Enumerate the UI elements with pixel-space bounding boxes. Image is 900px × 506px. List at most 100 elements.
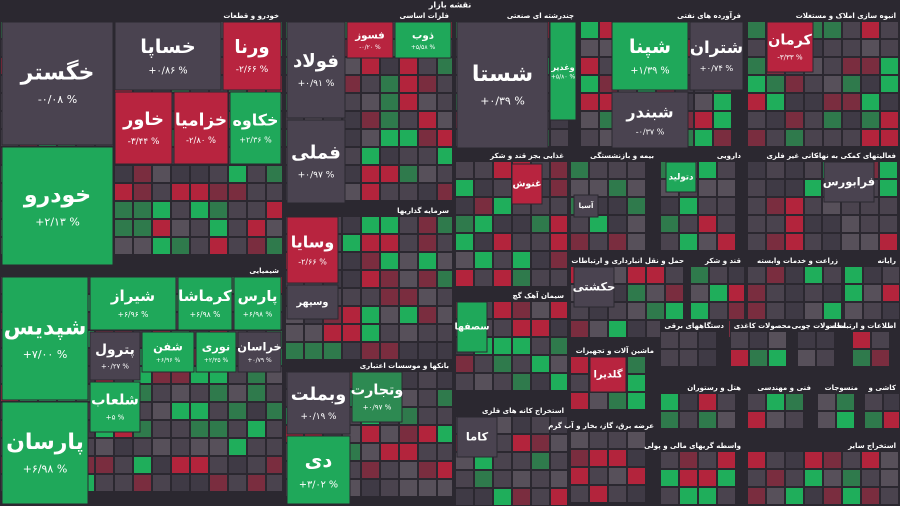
small-tile[interactable] xyxy=(786,234,803,250)
small-tile[interactable] xyxy=(494,302,511,318)
small-tile[interactable] xyxy=(532,302,549,318)
stock-tile[interactable] xyxy=(351,371,403,423)
small-tile[interactable] xyxy=(590,486,607,502)
small-tile[interactable] xyxy=(551,338,567,354)
small-tile[interactable] xyxy=(786,94,803,110)
small-tile[interactable] xyxy=(494,471,511,487)
small-tile[interactable] xyxy=(438,76,452,92)
small-tile[interactable] xyxy=(628,303,645,319)
small-tile[interactable] xyxy=(248,220,265,236)
small-tile[interactable] xyxy=(381,130,398,146)
small-tile[interactable] xyxy=(456,270,473,286)
small-tile[interactable] xyxy=(438,390,452,406)
small-tile[interactable] xyxy=(438,480,452,496)
small-tile[interactable] xyxy=(767,180,784,196)
small-tile[interactable] xyxy=(494,216,511,232)
small-tile[interactable] xyxy=(381,325,398,341)
small-tile[interactable] xyxy=(786,162,803,178)
small-tile[interactable] xyxy=(438,325,452,341)
small-tile[interactable] xyxy=(843,76,860,92)
small-tile[interactable] xyxy=(767,412,784,428)
small-tile[interactable] xyxy=(767,394,784,410)
small-tile[interactable] xyxy=(865,394,882,410)
small-tile[interactable] xyxy=(861,234,878,250)
small-tile[interactable] xyxy=(818,412,835,428)
small-tile[interactable] xyxy=(210,475,227,491)
small-tile[interactable] xyxy=(842,234,859,250)
small-tile[interactable] xyxy=(172,202,189,218)
small-tile[interactable] xyxy=(786,216,803,232)
small-tile[interactable] xyxy=(767,470,784,486)
small-tile[interactable] xyxy=(400,343,417,359)
small-tile[interactable] xyxy=(438,408,452,424)
small-tile[interactable] xyxy=(699,180,716,196)
small-tile[interactable] xyxy=(817,350,834,366)
small-tile[interactable] xyxy=(824,58,841,74)
small-tile[interactable] xyxy=(699,332,716,348)
stock-tile[interactable] xyxy=(89,381,141,433)
small-tile[interactable] xyxy=(699,412,716,428)
small-tile[interactable] xyxy=(661,394,678,410)
stock-tile[interactable] xyxy=(286,435,351,505)
small-tile[interactable] xyxy=(581,58,598,74)
small-tile[interactable] xyxy=(513,435,530,451)
small-tile[interactable] xyxy=(419,271,436,287)
small-tile[interactable] xyxy=(609,234,626,250)
small-tile[interactable] xyxy=(400,462,417,478)
small-tile[interactable] xyxy=(532,216,549,232)
small-tile[interactable] xyxy=(229,220,246,236)
small-tile[interactable] xyxy=(805,267,822,283)
small-tile[interactable] xyxy=(748,470,765,486)
small-tile[interactable] xyxy=(475,489,492,505)
small-tile[interactable] xyxy=(343,58,360,74)
small-tile[interactable] xyxy=(134,184,151,200)
stock-tile[interactable] xyxy=(286,21,346,119)
small-tile[interactable] xyxy=(172,220,189,236)
stock-tile[interactable] xyxy=(237,331,282,373)
small-tile[interactable] xyxy=(805,162,821,178)
small-tile[interactable] xyxy=(581,94,598,110)
stock-tile[interactable] xyxy=(1,146,114,266)
small-tile[interactable] xyxy=(714,130,731,146)
small-tile[interactable] xyxy=(748,216,765,232)
small-tile[interactable] xyxy=(718,394,735,410)
small-tile[interactable] xyxy=(590,393,607,409)
stock-tile[interactable] xyxy=(573,266,615,308)
small-tile[interactable] xyxy=(153,385,170,401)
small-tile[interactable] xyxy=(513,252,530,268)
small-tile[interactable] xyxy=(609,180,626,196)
small-tile[interactable] xyxy=(628,486,645,502)
small-tile[interactable] xyxy=(862,22,879,38)
small-tile[interactable] xyxy=(691,285,708,301)
small-tile[interactable] xyxy=(400,289,417,305)
small-tile[interactable] xyxy=(419,94,436,110)
small-tile[interactable] xyxy=(750,332,767,348)
small-tile[interactable] xyxy=(172,184,189,200)
small-tile[interactable] xyxy=(494,435,511,451)
small-tile[interactable] xyxy=(883,267,899,283)
small-tile[interactable] xyxy=(438,217,452,233)
small-tile[interactable] xyxy=(210,403,227,419)
small-tile[interactable] xyxy=(134,202,151,218)
small-tile[interactable] xyxy=(248,184,265,200)
small-tile[interactable] xyxy=(748,234,765,250)
small-tile[interactable] xyxy=(381,307,398,323)
small-tile[interactable] xyxy=(305,343,322,359)
small-tile[interactable] xyxy=(805,488,822,504)
small-tile[interactable] xyxy=(805,303,822,319)
small-tile[interactable] xyxy=(581,130,598,146)
small-tile[interactable] xyxy=(823,216,840,232)
small-tile[interactable] xyxy=(786,130,803,146)
small-tile[interactable] xyxy=(532,252,549,268)
small-tile[interactable] xyxy=(843,22,860,38)
small-tile[interactable] xyxy=(767,216,784,232)
small-tile[interactable] xyxy=(438,289,452,305)
small-tile[interactable] xyxy=(805,94,822,110)
small-tile[interactable] xyxy=(823,234,840,250)
small-tile[interactable] xyxy=(680,488,697,504)
small-tile[interactable] xyxy=(210,421,227,437)
small-tile[interactable] xyxy=(343,307,360,323)
small-tile[interactable] xyxy=(551,270,567,286)
small-tile[interactable] xyxy=(661,216,678,232)
small-tile[interactable] xyxy=(343,271,360,287)
